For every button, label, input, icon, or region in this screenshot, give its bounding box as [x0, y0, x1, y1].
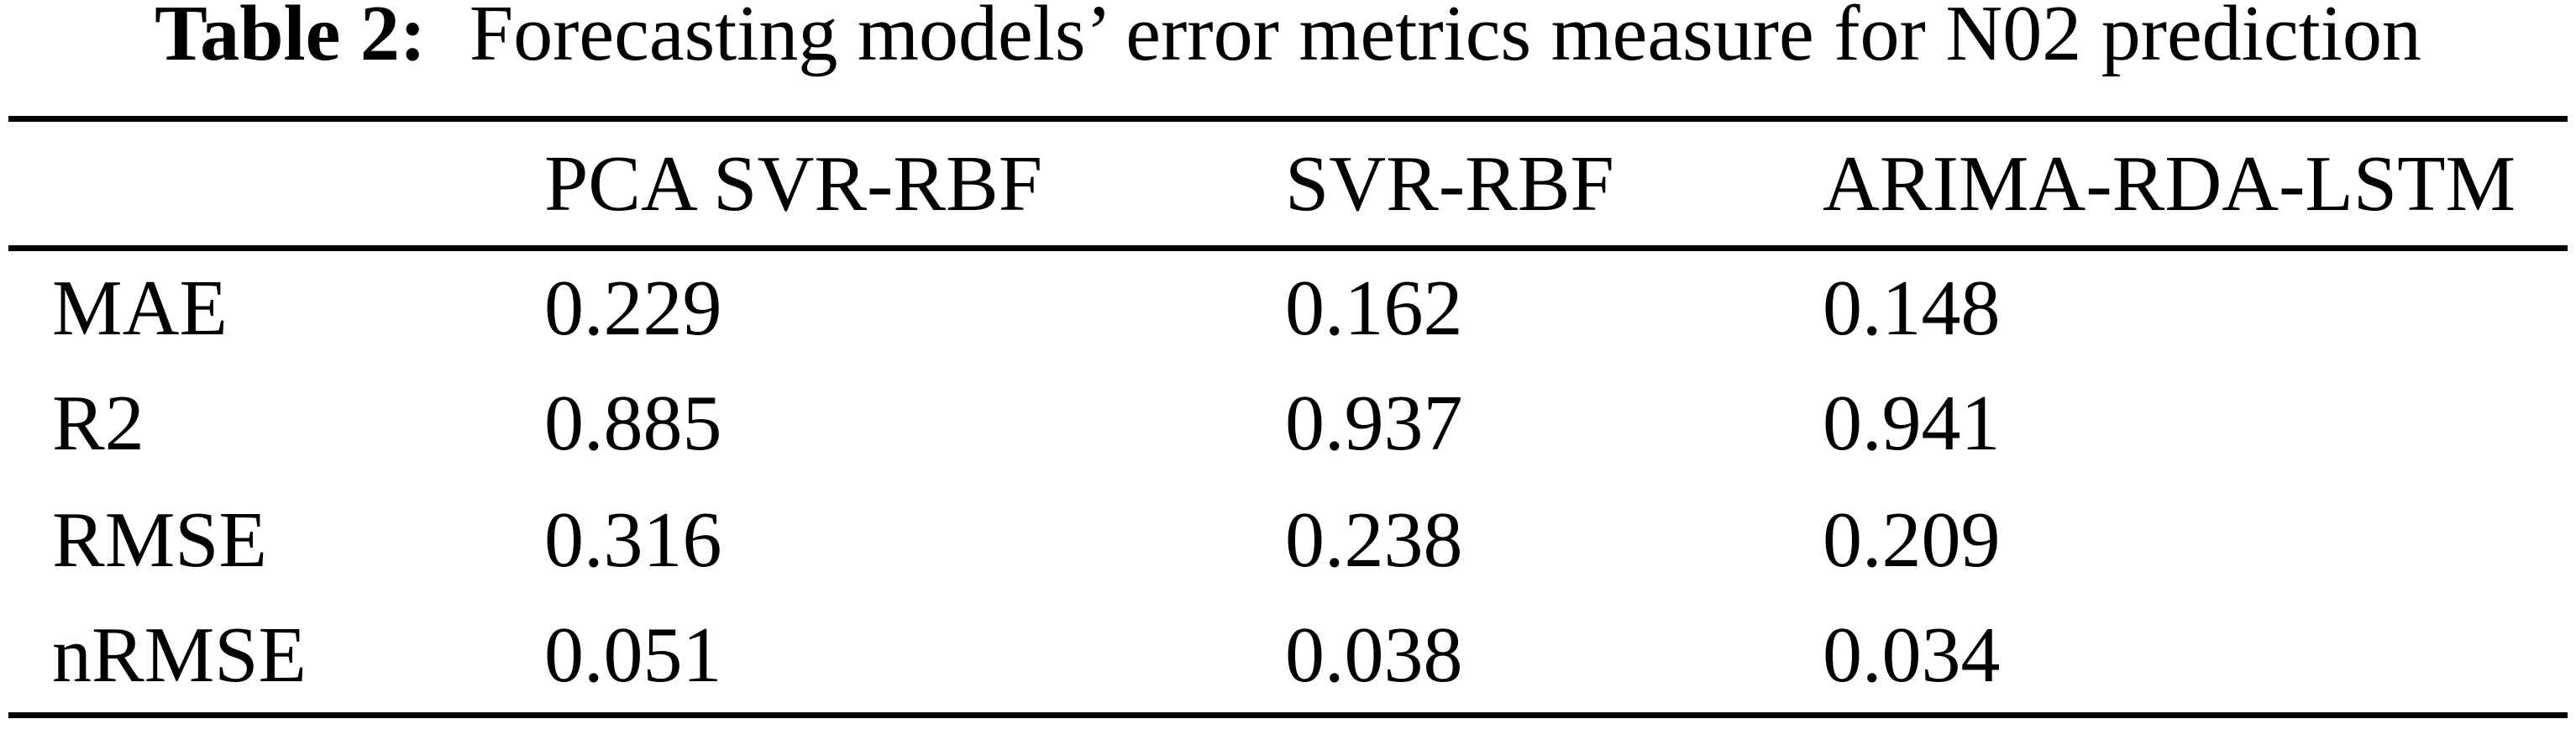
- column-header: SVR-RBF: [1285, 139, 1614, 228]
- table-body: MAE 0.229 0.162 0.148 R2 0.885 0.937 0.941 RMSE 0…: [8, 249, 2568, 716]
- caption-label: Table 2:: [155, 0, 427, 77]
- table-row: R2 0.885 0.937 0.941: [8, 365, 2568, 482]
- row-label: R2: [52, 380, 144, 467]
- value-cell: 0.034: [1823, 611, 2001, 700]
- column-header: PCA SVR-RBF: [544, 139, 1043, 228]
- value-cell: 0.148: [1823, 264, 2001, 352]
- column-header: ARIMA-RDA-LSTM: [1823, 139, 2516, 228]
- row-label: RMSE: [52, 496, 267, 584]
- value-cell: 0.051: [544, 611, 722, 700]
- table-header-row: PCA SVR-RBF SVR-RBF ARIMA-RDA-LSTM: [8, 119, 2568, 249]
- value-cell: 0.885: [544, 380, 722, 467]
- value-cell: 0.937: [1285, 380, 1463, 467]
- table-row: nRMSE 0.051 0.038 0.034: [8, 599, 2568, 716]
- row-label: nRMSE: [52, 611, 307, 700]
- value-cell: 0.238: [1285, 496, 1463, 584]
- value-cell: 0.162: [1285, 264, 1463, 352]
- metrics-table: PCA SVR-RBF SVR-RBF ARIMA-RDA-LSTM MAE 0.22…: [8, 116, 2568, 718]
- value-cell: 0.316: [544, 496, 722, 584]
- table-row: MAE 0.229 0.162 0.148: [8, 249, 2568, 365]
- table-row: RMSE 0.316 0.238 0.209: [8, 482, 2568, 599]
- row-label: MAE: [52, 264, 228, 352]
- table-caption: Table 2: Forecasting models’ error metric…: [0, 0, 2576, 81]
- value-cell: 0.038: [1285, 611, 1463, 700]
- caption-text: Forecasting models’ error metrics measur…: [469, 0, 2421, 77]
- value-cell: 0.229: [544, 264, 722, 352]
- value-cell: 0.209: [1823, 496, 2001, 584]
- value-cell: 0.941: [1823, 380, 2001, 467]
- corner-cell: [8, 119, 544, 249]
